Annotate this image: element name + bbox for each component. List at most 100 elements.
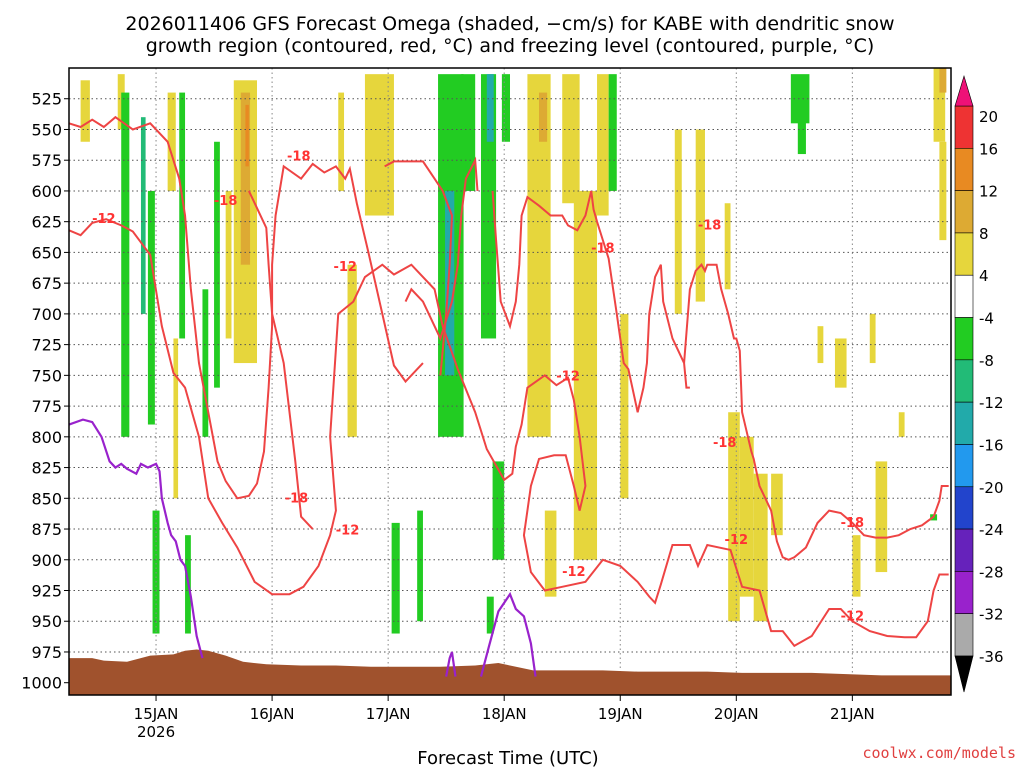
y-tick-label: 625 — [31, 213, 62, 232]
dgz-contour-label: -12 — [336, 523, 360, 538]
dgz-contour-label: -18 — [285, 491, 309, 506]
omega-cell — [80, 80, 90, 142]
gridlines — [69, 68, 951, 695]
colorbar-tick-label: 20 — [979, 108, 998, 126]
colorbar-tick-label: -12 — [979, 394, 1004, 412]
dgz-contour-label: -18 — [214, 194, 238, 209]
y-tick-label: 575 — [31, 151, 62, 170]
omega-cell — [391, 522, 400, 634]
y-tick-label: 750 — [31, 366, 62, 385]
omega-cell — [739, 436, 754, 597]
colorbar-bottom-arrow — [954, 655, 974, 693]
dgz-contour-label: -18 — [287, 150, 311, 165]
omega-cell — [417, 510, 423, 622]
y-tick-label: 850 — [31, 489, 62, 508]
x-tick-label: 16JAN — [250, 705, 295, 723]
dgz-contour-label: -12 — [556, 370, 580, 385]
omega-cell — [817, 326, 824, 364]
colorbar-tick-label: -32 — [979, 606, 1004, 624]
colorbar: 20 16 12 8 4 -4 -8 -12 -16 -20 -24 -28 -32 -36 — [954, 74, 1004, 693]
colorbar-bin — [954, 613, 974, 657]
omega-cell — [121, 92, 130, 437]
dgz-contour-label: -12 — [841, 609, 865, 624]
dgz-contour-label: -12 — [333, 260, 357, 275]
omega-cell — [674, 129, 682, 314]
colorbar-tick-label: -8 — [979, 352, 994, 370]
colorbar-bin — [954, 148, 974, 191]
colorbar-tick-label: -28 — [979, 563, 1004, 581]
plot-frame — [68, 67, 952, 696]
omega-cell — [869, 313, 876, 364]
credit-text: coolwx.com/models — [862, 744, 1016, 762]
omega-cell — [445, 190, 455, 376]
colorbar-bin — [954, 105, 974, 149]
omega-cell — [202, 289, 209, 437]
omega-cell — [245, 104, 249, 167]
freezing-level-contours — [69, 418, 537, 677]
omega-cell — [140, 117, 146, 314]
dgz-contour-line — [404, 156, 479, 342]
freezing-level-line — [69, 418, 204, 659]
omega-cell — [597, 74, 609, 216]
omega-cell — [501, 74, 510, 142]
y-tick-label: 825 — [31, 459, 62, 478]
dgz-contour-label: -18 — [713, 436, 737, 451]
terrain — [69, 649, 951, 695]
y-tick-label: 600 — [31, 182, 62, 201]
y-tick-label: 550 — [31, 120, 62, 139]
omega-cell — [875, 461, 888, 573]
y-tick-label: 950 — [31, 612, 62, 631]
y-axis: 525 550 575 600 625 650 675 700 725 750 775 800 825 8… — [21, 90, 69, 693]
y-tick-label: 875 — [31, 520, 62, 539]
omega-cell — [147, 190, 155, 425]
dgz-contour-line — [683, 263, 949, 561]
x-axis-label: Forecast Time (UTC) — [417, 748, 598, 768]
x-tick-label: 17JAN — [366, 705, 411, 723]
omega-cell — [898, 412, 905, 437]
dgz-contour-line — [491, 190, 690, 413]
colorbar-bin — [954, 232, 974, 276]
y-tick-label: 800 — [31, 428, 62, 447]
colorbar-tick-label: 4 — [979, 267, 989, 285]
colorbar-tick-label: -16 — [979, 436, 1004, 454]
y-tick-label: 1000 — [21, 674, 62, 693]
colorbar-bin — [954, 274, 974, 318]
dgz-contour-line — [384, 160, 453, 376]
omega-cell — [486, 74, 494, 142]
omega-cell — [562, 74, 580, 204]
colorbar-bin — [954, 317, 974, 361]
plot-area: -12 -18 -18 -12 -18 -12 -12 -18 -18 -12 -18 -12 -18 -… — [68, 67, 952, 696]
colorbar-top-arrow — [954, 74, 974, 107]
omega-cell — [695, 129, 705, 302]
y-tick-label: 525 — [31, 90, 62, 109]
y-tick-label: 650 — [31, 243, 62, 262]
omega-cell — [347, 264, 357, 437]
dgz-contour-label: -12 — [562, 565, 586, 580]
y-tick-label: 725 — [31, 336, 62, 355]
omega-cell — [834, 338, 847, 388]
freezing-level-line — [445, 651, 457, 677]
title-line-1: 2026011406 GFS Forecast Omega (shaded, −… — [125, 13, 894, 35]
colorbar-tick-label: -24 — [979, 521, 1004, 539]
omega-cell — [167, 92, 176, 191]
dgz-contour-label: -18 — [591, 242, 615, 257]
omega-cell — [724, 203, 731, 290]
dgz-contour-label: -18 — [841, 516, 865, 531]
omega-cell — [620, 313, 629, 499]
colorbar-bin — [954, 528, 974, 572]
colorbar-tick-label: 8 — [979, 225, 989, 243]
title-line-2: growth region (contoured, red, °C) and f… — [146, 35, 875, 57]
omega-cell — [117, 74, 125, 130]
colorbar-tick-label: -36 — [979, 648, 1004, 666]
omega-cell — [364, 74, 394, 216]
omega-cell — [771, 473, 783, 536]
omega-cell — [544, 510, 557, 597]
omega-cell — [539, 92, 548, 142]
colorbar-tick-label: -4 — [979, 310, 994, 328]
colorbar-bin — [954, 401, 974, 445]
dgz-contours — [69, 115, 949, 648]
y-tick-label: 900 — [31, 551, 62, 570]
omega-cell — [608, 74, 617, 191]
